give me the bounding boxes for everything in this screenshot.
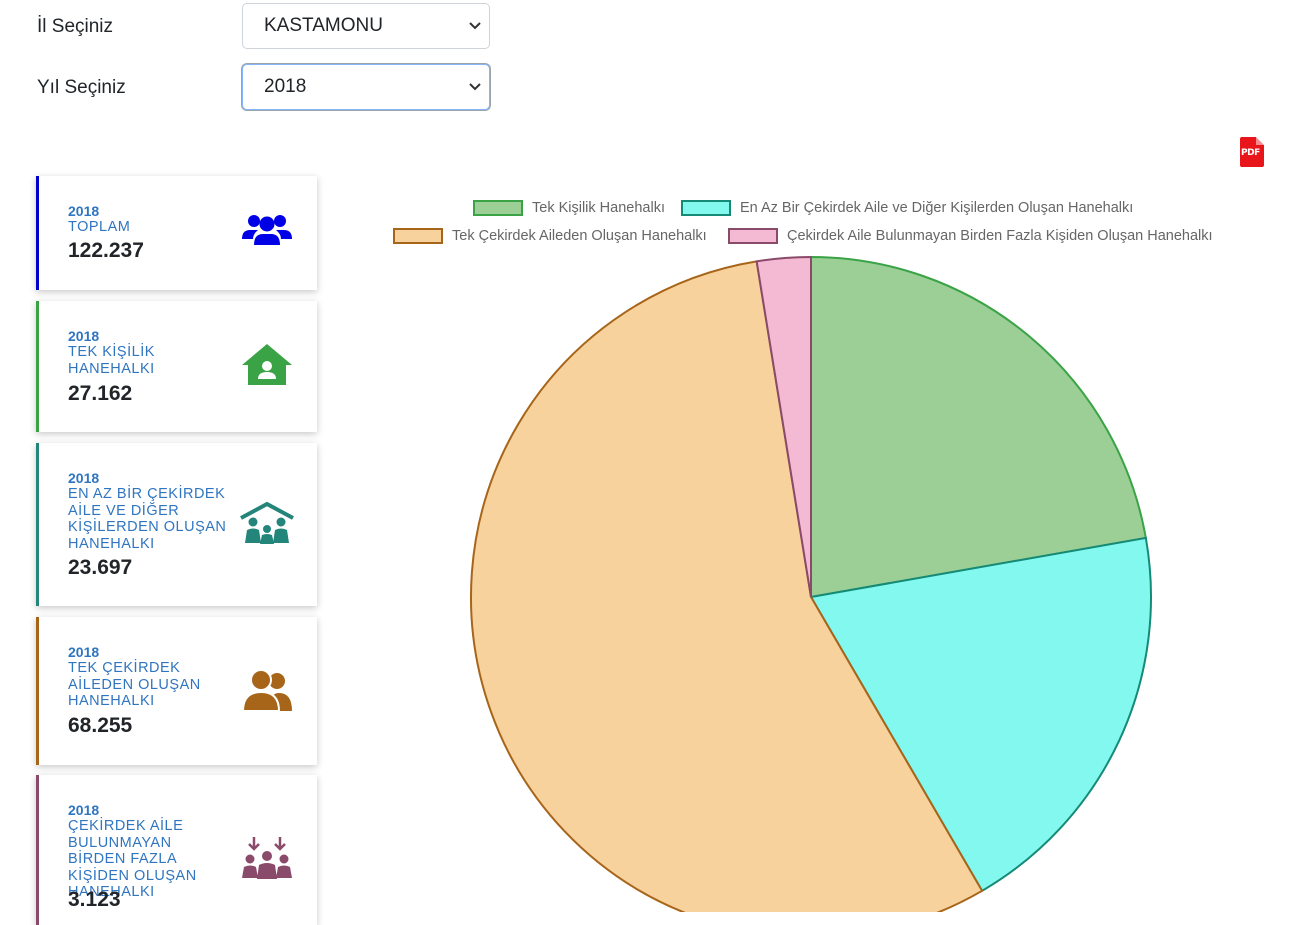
year-select[interactable]: 2018 [242, 64, 490, 110]
province-select-value: KASTAMONU [264, 15, 383, 36]
card-year: 2018 [68, 328, 100, 344]
people-arrows-icon [242, 837, 292, 879]
card-value: 23.697 [68, 556, 133, 579]
province-select[interactable]: KASTAMONU [242, 3, 490, 49]
family-roof-icon [240, 501, 294, 544]
legend-swatch[interactable] [728, 228, 778, 244]
legend-label[interactable]: En Az Bir Çekirdek Aile ve Diğer Kişiler… [740, 200, 1134, 216]
house-user-icon [242, 344, 292, 385]
card-nuclear-family-plus: 2018 EN AZ BİR ÇEKİRDEK AİLE VE DİĞER Kİ… [36, 443, 317, 606]
pdf-download-icon[interactable]: PDF [1240, 137, 1264, 167]
legend-swatch[interactable] [473, 200, 523, 216]
card-title: TEK ÇEKİRDEK AİLEDEN OLUŞAN HANEHALKI [68, 660, 201, 709]
card-value: 3.123 [68, 888, 121, 911]
year-select-value: 2018 [264, 76, 307, 97]
year-label: Yıl Seçiniz [37, 77, 126, 98]
card-value: 122.237 [68, 239, 144, 262]
card-year: 2018 [68, 802, 100, 818]
users-icon [242, 215, 292, 245]
pie-slice[interactable] [809, 536, 1152, 893]
card-value: 68.255 [68, 714, 133, 737]
card-total: 2018 TOPLAM 122.237 [36, 176, 317, 290]
pie-slice[interactable] [470, 260, 984, 912]
chevron-down-icon [469, 4, 481, 66]
card-single-nuclear-family: 2018 TEK ÇEKİRDEK AİLEDEN OLUŞAN HANEHAL… [36, 617, 317, 765]
card-no-nuclear-family: 2018 ÇEKİRDEK AİLE BULUNMAYAN BİRDEN FAZ… [36, 775, 317, 925]
legend-label[interactable]: Tek Çekirdek Aileden Oluşan Hanehalkı [452, 228, 707, 244]
legend-label[interactable]: Çekirdek Aile Bulunmayan Birden Fazla Ki… [787, 228, 1213, 244]
card-single-person: 2018 TEK KİŞİLİK HANEHALKI 27.162 [36, 301, 317, 432]
province-label: İl Seçiniz [37, 16, 114, 37]
pie-slice[interactable] [810, 255, 1147, 599]
legend-swatch[interactable] [681, 200, 731, 216]
legend-swatch[interactable] [393, 228, 443, 244]
pie-slice[interactable] [755, 255, 812, 598]
card-title: ÇEKİRDEK AİLE BULUNMAYAN BİRDEN FAZLA Kİ… [68, 818, 197, 900]
card-title: EN AZ BİR ÇEKİRDEK AİLE VE DİĞER KİŞİLER… [68, 486, 227, 552]
chevron-down-icon [469, 65, 481, 127]
card-year: 2018 [68, 470, 100, 486]
legend-label[interactable]: Tek Kişilik Hanehalkı [532, 200, 665, 216]
card-title: TOPLAM [68, 219, 131, 235]
user-friends-icon [241, 669, 292, 712]
card-year: 2018 [68, 203, 100, 219]
card-year: 2018 [68, 644, 100, 660]
card-title: TEK KİŞİLİK HANEHALKI [68, 344, 155, 377]
card-value: 27.162 [68, 382, 133, 405]
